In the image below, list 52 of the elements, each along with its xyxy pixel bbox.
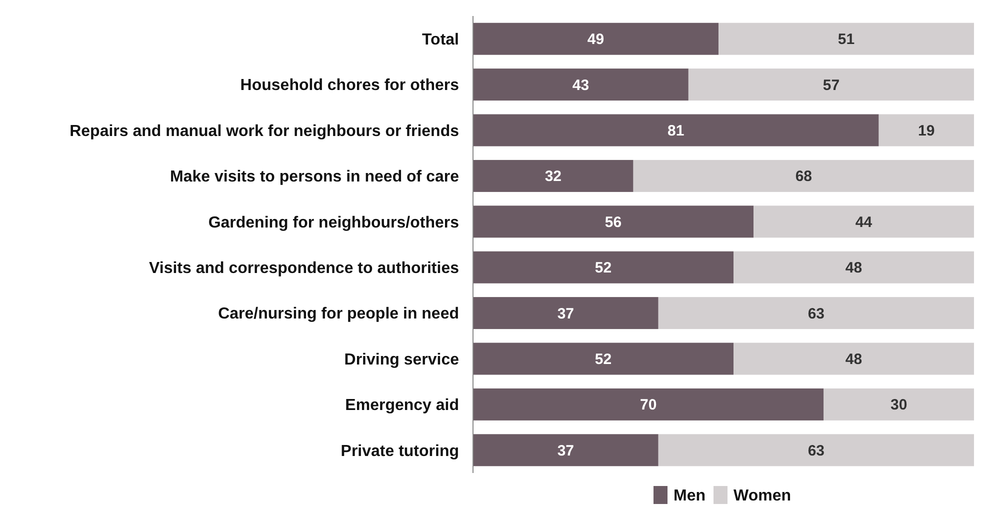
data-label: 49 <box>587 31 604 48</box>
y-tick-label: Care/nursing for people in need <box>218 306 459 323</box>
bar <box>473 342 734 375</box>
y-tick-label: Private tutoring <box>340 442 459 460</box>
legend-label: Women <box>734 488 791 505</box>
bar <box>633 160 974 192</box>
bar <box>473 434 658 466</box>
legend-label: Men <box>674 488 706 505</box>
data-label: 56 <box>604 214 622 231</box>
y-tick-label: Driving service <box>344 351 460 368</box>
y-tick-label: Total <box>422 31 459 48</box>
bar <box>878 114 974 146</box>
y-tick-label: Visits and correspondence to authorities <box>149 260 460 277</box>
y-tick-label: Make visits to persons in need of care <box>170 168 460 186</box>
data-label: 48 <box>845 351 862 368</box>
data-label: 52 <box>594 351 612 368</box>
y-tick-label: Repairs and manual work for neighbours or friends <box>70 122 460 140</box>
bar <box>734 251 974 284</box>
bar <box>473 114 879 146</box>
bar <box>688 68 974 101</box>
bar <box>824 388 974 420</box>
data-label: 68 <box>795 168 812 186</box>
data-label: 32 <box>544 168 562 186</box>
bar <box>473 68 688 101</box>
bar <box>718 22 974 55</box>
data-label: 43 <box>572 76 590 94</box>
data-label: 48 <box>845 260 862 277</box>
y-tick-label: Emergency aid <box>345 397 459 414</box>
data-label: 37 <box>557 305 574 322</box>
data-label: 19 <box>918 122 935 140</box>
bar <box>658 434 974 466</box>
data-label: 30 <box>890 396 908 414</box>
bar <box>473 388 824 420</box>
bar <box>473 297 658 330</box>
data-label: 63 <box>808 442 825 460</box>
data-label: 37 <box>557 442 574 460</box>
bar <box>754 206 974 238</box>
bar <box>473 22 718 55</box>
bar <box>473 206 754 238</box>
data-label: 70 <box>640 396 657 414</box>
bar <box>473 160 634 192</box>
bar <box>734 342 974 375</box>
bar <box>658 297 974 330</box>
data-label: 81 <box>668 122 684 140</box>
data-label: 57 <box>822 76 840 94</box>
data-label: 63 <box>808 305 825 322</box>
bar <box>473 251 734 284</box>
y-tick-label: Gardening for neighbours/others <box>208 214 460 232</box>
data-label: 51 <box>838 31 855 48</box>
data-label: 52 <box>594 260 612 277</box>
data-label: 44 <box>855 214 873 231</box>
y-tick-label: Household chores for others <box>240 77 460 94</box>
